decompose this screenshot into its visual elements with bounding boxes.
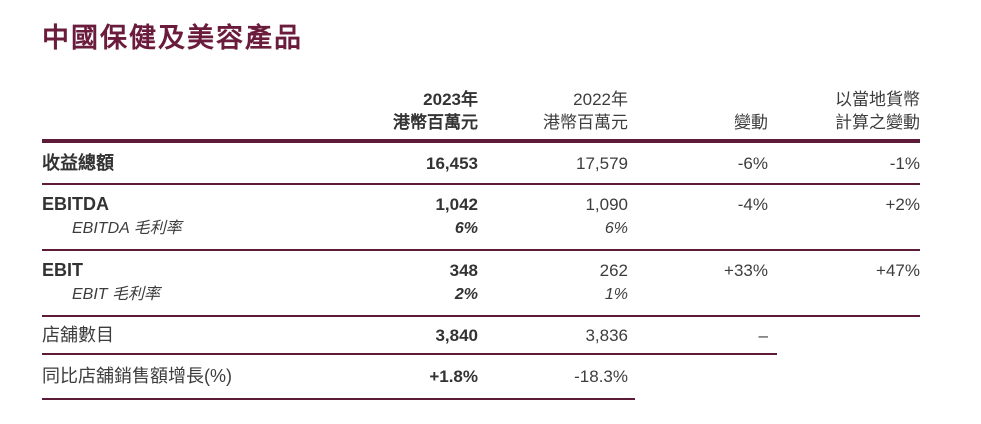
ebit-margin-2022-value: 1% [604,286,628,303]
table-row-same-store-sales-growth: 同比店舖銷售額增長(%) +1.8% -18.3% [42,355,920,398]
revenue-2022-value: 17,579 [576,154,628,173]
column-header-2022-unit: 港幣百萬元 [543,113,628,132]
ebit-change-value: +33% [724,261,768,280]
segment-report-section: 中國保健及美容產品 2023年 港幣百萬元 2022年 港幣百萬元 變動 以當地… [42,22,920,400]
ebitda-label: EBITDA [42,194,109,214]
column-header-2023-year: 2023年 [423,90,478,109]
ebitda-margin-2023-value: 6% [454,220,478,237]
ebitda-2022-value: 1,090 [585,195,628,214]
column-header-local-currency-change: 以當地貨幣 計算之變動 [768,88,920,134]
row-divider-partial [42,398,635,400]
store-count-2023-value: 3,840 [435,326,478,345]
store-count-change-value: – [758,326,768,345]
ebit-label: EBIT [42,260,84,280]
ebitda-change-value: -4% [737,195,768,214]
table-row-ebitda: EBITDA 1,042 1,090 -4% +2% [42,185,921,215]
table-row-ebit: EBIT 348 262 +33% +47% [42,251,920,281]
ebitda-margin-label: EBITDA 毛利率 [72,220,182,237]
ebit-margin-label: EBIT 毛利率 [72,286,161,303]
row-divider-partial [42,353,777,355]
ebit-2022-value: 262 [599,261,628,280]
ebitda-local-change-value: +2% [885,195,921,214]
row-divider [42,183,920,185]
column-header-2022: 2022年 港幣百萬元 [478,88,628,134]
ebit-2023-value: 348 [449,261,478,280]
column-header-2022-year: 2022年 [573,90,628,109]
store-count-label: 店舖數目 [42,325,114,345]
store-count-2022-value: 3,836 [585,326,628,345]
table-row-store-count: 店舖數目 3,840 3,836 – [42,317,920,353]
sss-growth-2022-value: -18.3% [574,367,628,386]
sss-growth-2023-value: +1.8% [429,367,478,386]
revenue-label: 收益總額 [42,153,114,173]
table-header-row: 2023年 港幣百萬元 2022年 港幣百萬元 變動 以當地貨幣 計算之變動 [42,88,920,134]
table-row-ebit-margin: EBIT 毛利率 2% 1% [42,280,920,315]
ebit-local-change-value: +47% [876,261,920,280]
page-title: 中國保健及美容產品 [42,23,303,53]
column-header-local-line1: 以當地貨幣 [835,90,920,109]
column-header-local-line2: 計算之變動 [835,113,920,132]
ebitda-2023-value: 1,042 [435,195,478,214]
table-row-revenue: 收益總額 16,453 17,579 -6% -1% [42,143,920,183]
row-divider [42,315,920,317]
revenue-local-change-value: -1% [889,154,920,173]
row-divider [42,249,920,251]
column-header-change-label: 變動 [734,113,768,132]
ebit-margin-2023-value: 2% [454,286,478,303]
column-header-2023-unit: 港幣百萬元 [393,113,478,132]
revenue-change-value: -6% [737,154,768,173]
table-row-ebitda-margin: EBITDA 毛利率 6% 6% [42,214,920,249]
column-header-change: 變動 [628,111,768,134]
ebitda-margin-2022-value: 6% [604,220,628,237]
column-header-2023: 2023年 港幣百萬元 [328,88,478,134]
sss-growth-label: 同比店舖銷售額增長(%) [42,366,232,386]
revenue-2023-value: 16,453 [426,154,478,173]
header-rule [42,139,920,143]
